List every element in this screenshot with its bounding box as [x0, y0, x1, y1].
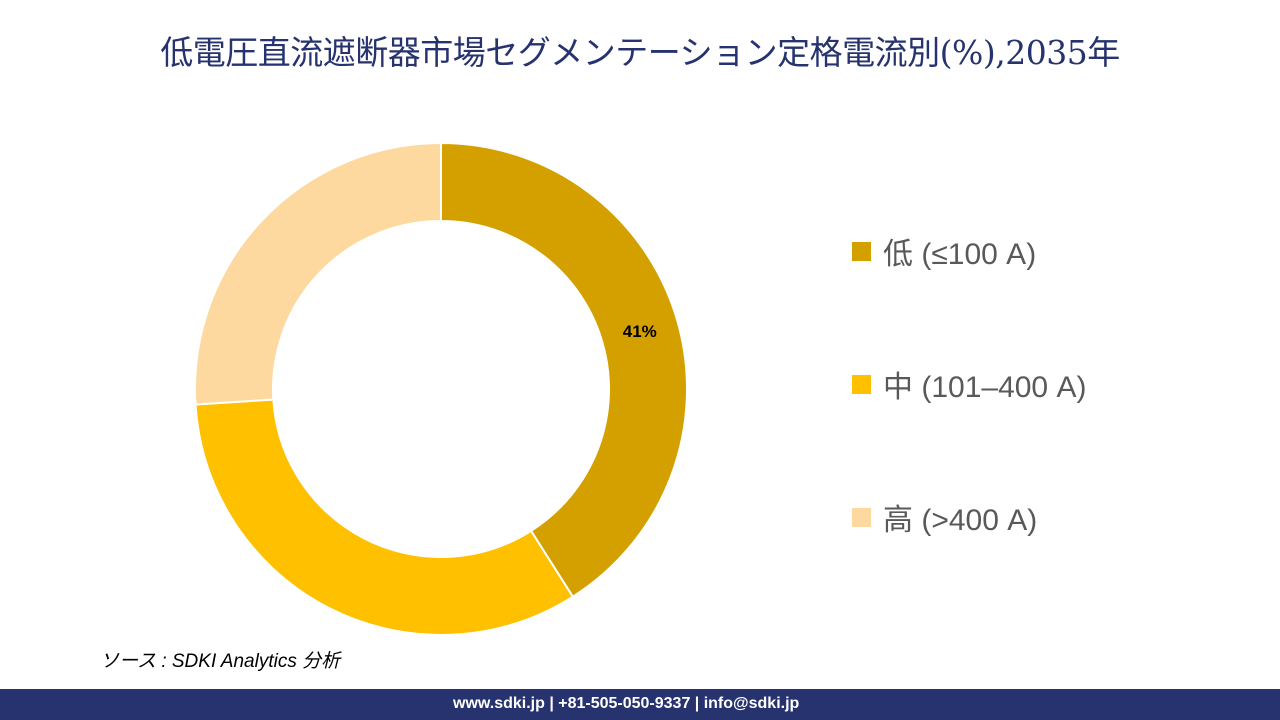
legend-item-low: 低 (≤100 A) — [852, 228, 1086, 274]
legend-swatch — [852, 374, 871, 394]
legend-swatch — [852, 241, 871, 261]
donut-slice-2 — [194, 141, 442, 406]
source-note: ソース : SDKI Analytics 分析 — [100, 651, 341, 672]
donut-slice-1 — [194, 398, 575, 636]
data-label-0: 41% — [623, 322, 657, 341]
chart-title: 低電圧直流遮断器市場セグメンテーション定格電流別(%),2035年 — [160, 33, 1120, 72]
donut-slice-0 — [440, 141, 688, 599]
footer-contact: www.sdki.jp | +81-505-050-9337 | info@sd… — [453, 695, 800, 712]
legend-label: 高 (>400 A) — [883, 504, 1038, 537]
legend-label: 中 (101–400 A) — [883, 371, 1087, 404]
legend-item-mid: 中 (101–400 A) — [852, 361, 1086, 407]
legend-swatch — [852, 507, 871, 527]
legend-item-high: 高 (>400 A) — [852, 494, 1086, 540]
legend-label: 低 (≤100 A) — [883, 238, 1037, 271]
legend: 低 (≤100 A) 中 (101–400 A) 高 (>400 A) — [852, 228, 1086, 627]
footer-bar: www.sdki.jp | +81-505-050-9337 | info@sd… — [0, 689, 1280, 720]
